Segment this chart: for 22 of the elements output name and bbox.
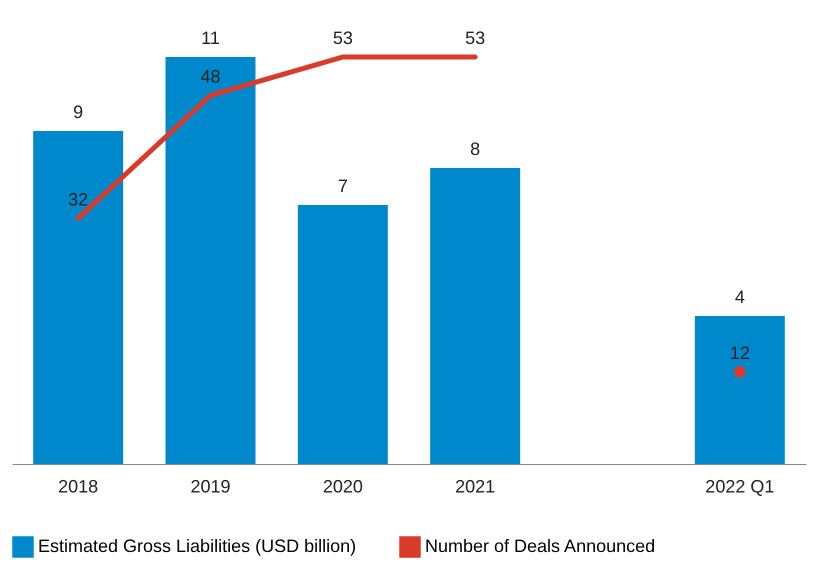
legend-label: Number of Deals Announced <box>425 536 656 556</box>
data-label: 9 <box>73 102 84 122</box>
data-label: 7 <box>338 176 348 196</box>
data-label: 48 <box>200 66 221 86</box>
x-tick-label: 2022 Q1 <box>705 476 774 496</box>
bar <box>430 168 520 464</box>
bar <box>33 131 124 464</box>
x-tick-label: 2020 <box>322 476 363 496</box>
data-label: 12 <box>730 342 750 363</box>
data-label: 11 <box>201 28 220 48</box>
x-tick-label: 2021 <box>455 476 496 496</box>
data-label: 32 <box>68 189 88 210</box>
legend-label: Estimated Gross Liabilities (USD billion) <box>38 536 356 556</box>
x-tick-label: 2018 <box>58 476 98 496</box>
data-label: 8 <box>470 139 480 159</box>
data-label: 53 <box>332 28 353 48</box>
bar <box>166 57 256 464</box>
bar <box>694 316 785 464</box>
x-tick-label: 2019 <box>190 476 231 496</box>
data-label: 53 <box>465 28 486 48</box>
bar <box>298 205 388 464</box>
data-label: 4 <box>734 287 745 307</box>
